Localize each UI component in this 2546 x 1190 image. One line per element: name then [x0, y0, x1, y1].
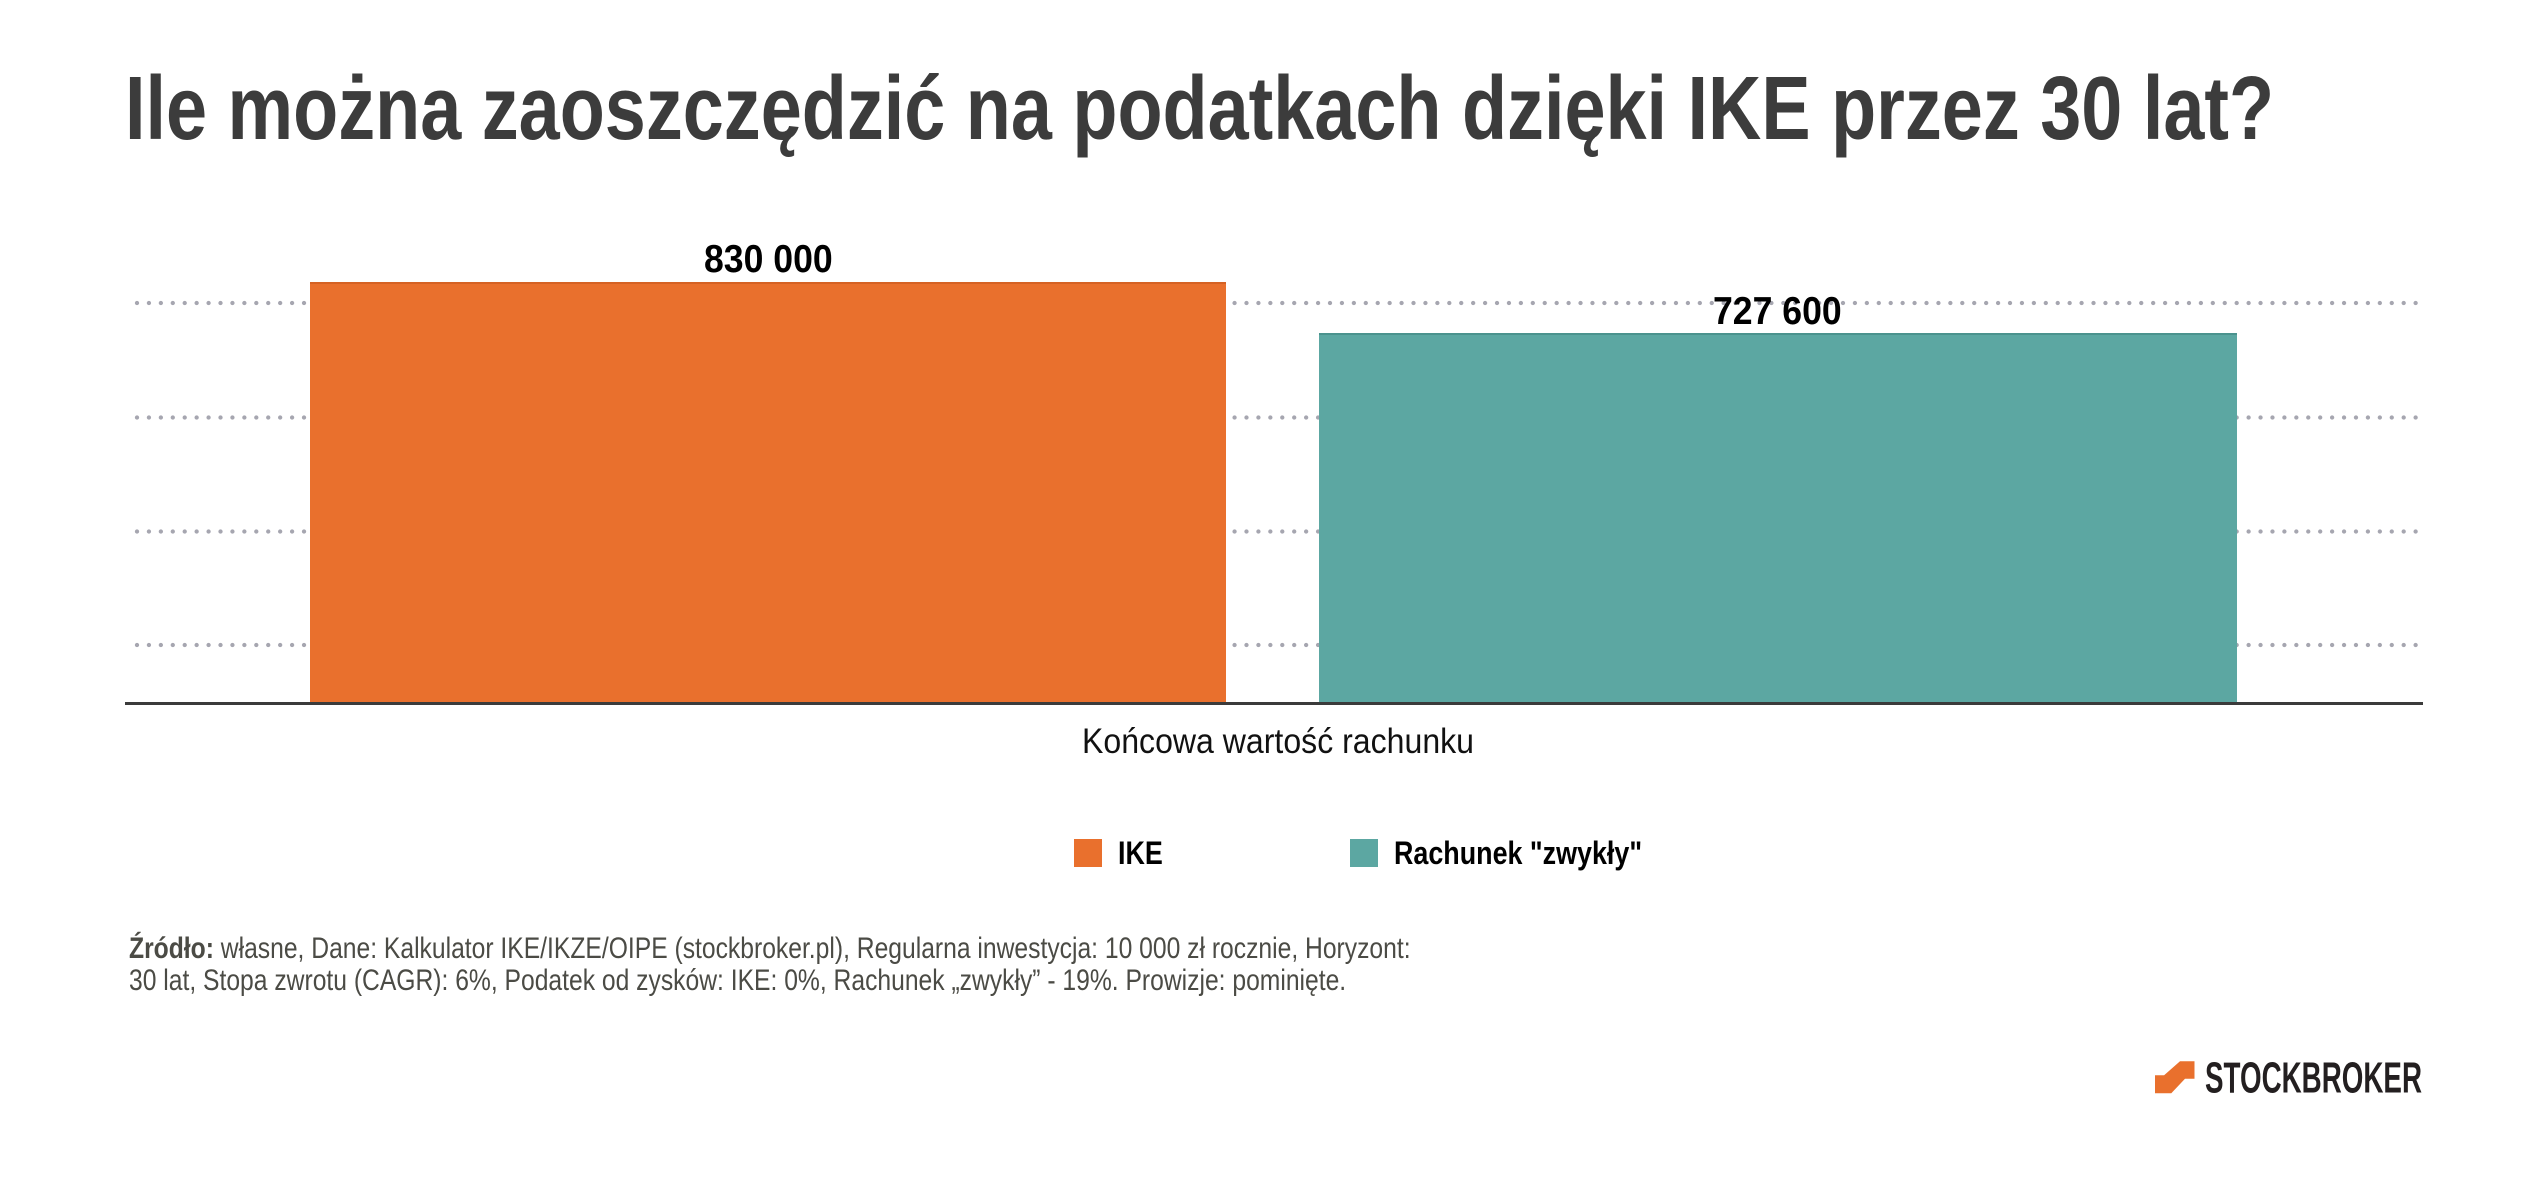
- svg-text:STOCKBROKER: STOCKBROKER: [2205, 1058, 2422, 1098]
